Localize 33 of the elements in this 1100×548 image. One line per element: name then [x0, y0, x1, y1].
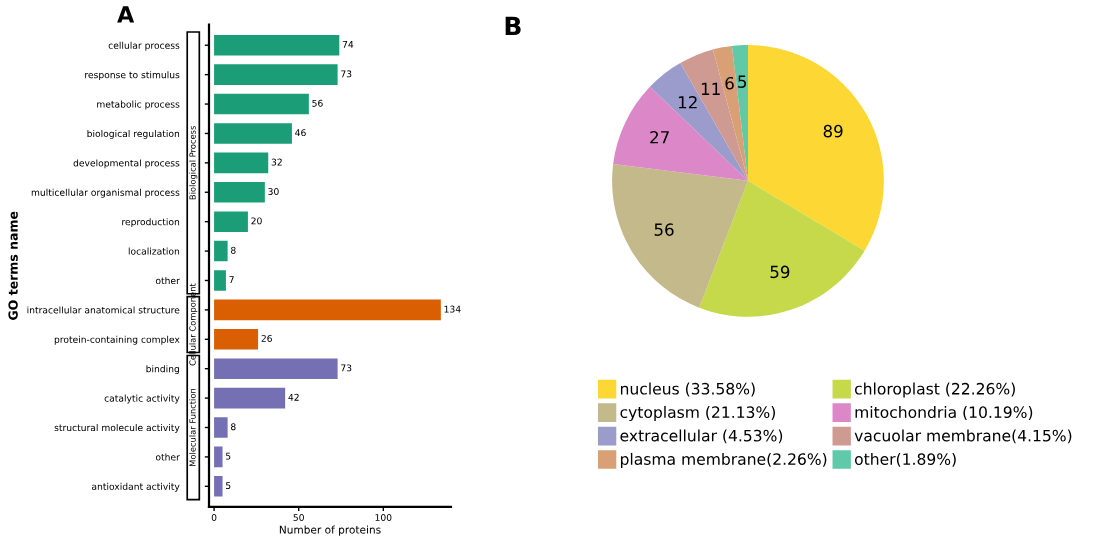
chart-title: A	[117, 6, 135, 23]
bar	[214, 270, 226, 291]
bar	[214, 240, 228, 262]
data-label: 56	[654, 223, 674, 236]
pie-slice	[612, 163, 748, 308]
bar	[214, 417, 228, 438]
bar	[214, 211, 248, 232]
bar	[214, 446, 223, 468]
bar	[214, 64, 338, 85]
bar	[214, 93, 309, 115]
pie-slice	[748, 44, 884, 251]
bar	[214, 152, 269, 174]
bar	[214, 299, 441, 321]
pie-slice	[731, 44, 748, 181]
bar	[214, 34, 340, 56]
data-label: 89	[823, 124, 843, 138]
pie-slice	[680, 49, 748, 181]
bar	[214, 181, 265, 203]
data-label: 11	[701, 82, 720, 95]
chart-title: B	[505, 16, 521, 36]
bar	[214, 358, 338, 379]
data-label: 6	[725, 76, 734, 90]
data-label: 59	[770, 265, 790, 279]
bar	[214, 123, 292, 144]
data-label: 12	[678, 96, 697, 109]
data-label: 27	[650, 130, 669, 144]
bar	[214, 329, 259, 350]
pie-slice	[699, 180, 865, 317]
data-label: 5	[738, 75, 747, 88]
pie-slice	[649, 63, 748, 181]
bar	[214, 476, 223, 497]
pie-slice	[613, 86, 748, 181]
bar	[214, 387, 286, 409]
